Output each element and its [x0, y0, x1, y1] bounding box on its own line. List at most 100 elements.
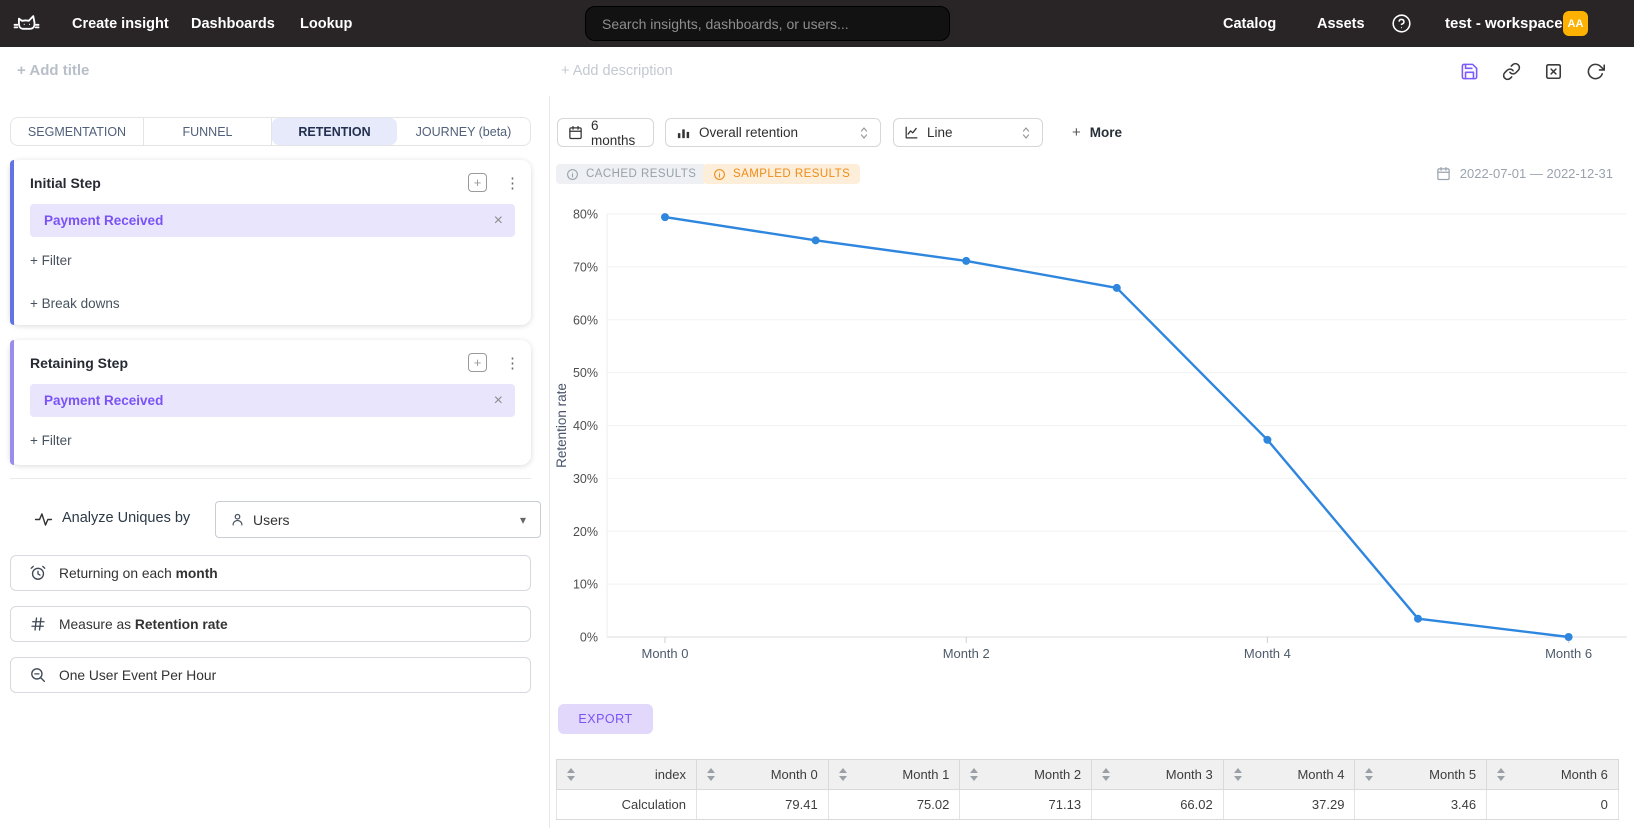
svg-text:60%: 60% [573, 313, 598, 327]
column-header[interactable]: Month 1 [902, 767, 950, 782]
calendar-icon [1436, 166, 1451, 181]
svg-text:30%: 30% [573, 472, 598, 486]
initial-step-card: Initial Step + ⋮ Payment Received × + Fi… [10, 160, 531, 325]
data-point[interactable] [1414, 614, 1422, 623]
event-chip-label: Payment Received [44, 393, 164, 408]
analyze-entity-value: Users [253, 511, 290, 528]
nav-dashboards[interactable]: Dashboards [191, 15, 275, 32]
option-bold-value: month [175, 565, 218, 581]
select-stepper-icon [858, 125, 870, 141]
retention-series-line [663, 215, 1570, 639]
column-header[interactable]: Month 6 [1560, 767, 1608, 782]
sort-icon[interactable] [1233, 768, 1242, 781]
add-breakdowns-link[interactable]: + Break downs [30, 296, 120, 311]
kebab-menu-icon[interactable]: ⋮ [505, 174, 520, 192]
add-title-button[interactable]: + Add title [17, 62, 90, 79]
more-button[interactable]: + More [1072, 118, 1122, 147]
analyze-uniques-label: Analyze Uniques by [62, 510, 191, 526]
tab-funnel[interactable]: FUNNEL [144, 118, 272, 145]
nav-create-insight[interactable]: Create insight [72, 15, 169, 32]
retaining-step-card: Retaining Step + ⋮ Payment Received × + … [10, 340, 531, 465]
add-event-button[interactable]: + [468, 173, 487, 192]
returning-period-option[interactable]: Returning on each month [10, 555, 531, 591]
tab-segmentation[interactable]: SEGMENTATION [11, 118, 144, 145]
insight-header: + Add title + Add description [0, 47, 1634, 96]
event-chip[interactable]: Payment Received × [30, 384, 515, 417]
metric-select[interactable]: Overall retention [665, 118, 881, 147]
line-chart-icon [904, 125, 919, 140]
column-header[interactable]: Month 3 [1165, 767, 1213, 782]
chart-type-select[interactable]: Line [893, 118, 1043, 147]
svg-text:10%: 10% [573, 578, 598, 592]
chart-type-value: Line [927, 125, 953, 140]
sort-icon[interactable] [567, 768, 575, 781]
clear-icon[interactable] [1544, 62, 1563, 81]
event-chip-label: Payment Received [44, 213, 164, 228]
analyze-entity-select[interactable]: Users ▾ [215, 501, 541, 538]
top-navbar: Create insight Dashboards Lookup Catalog… [0, 0, 1634, 47]
data-point[interactable] [1112, 283, 1121, 292]
plus-icon: + [1072, 124, 1081, 141]
sort-icon[interactable] [707, 768, 715, 781]
column-header[interactable]: Month 0 [770, 767, 818, 782]
global-search[interactable] [585, 6, 950, 41]
svg-text:Month 6: Month 6 [1545, 646, 1592, 661]
refresh-icon[interactable] [1586, 62, 1605, 81]
add-event-button[interactable]: + [468, 353, 487, 372]
add-filter-link[interactable]: + Filter [30, 253, 72, 268]
cell-value: 79.41 [696, 789, 829, 820]
column-header[interactable]: index [654, 767, 686, 782]
column-header[interactable]: Month 5 [1429, 767, 1477, 782]
cell-value: 66.02 [1091, 789, 1224, 820]
measure-as-option[interactable]: Measure as Retention rate [10, 606, 531, 642]
sampled-results-label: SAMPLED RESULTS [733, 168, 851, 180]
nav-catalog[interactable]: Catalog [1223, 15, 1277, 32]
nav-assets[interactable]: Assets [1317, 15, 1365, 32]
add-description-button[interactable]: + Add description [561, 63, 673, 79]
date-range: 2022-07-01 — 2022-12-31 [1436, 166, 1613, 181]
sort-icon[interactable] [1365, 768, 1374, 781]
data-point[interactable] [661, 213, 669, 222]
dedupe-option[interactable]: One User Event Per Hour [10, 657, 531, 693]
search-input[interactable] [602, 15, 933, 32]
column-header[interactable]: Month 4 [1297, 767, 1345, 782]
config-panel: SEGMENTATION FUNNEL RETENTION JOURNEY (b… [10, 96, 541, 828]
user-icon [230, 512, 245, 527]
export-button[interactable]: EXPORT [558, 704, 653, 734]
data-point[interactable] [1564, 633, 1573, 641]
sort-icon[interactable] [1497, 768, 1506, 781]
kebab-menu-icon[interactable]: ⋮ [505, 354, 520, 372]
event-chip[interactable]: Payment Received × [30, 204, 515, 237]
option-bold-value: Retention rate [134, 616, 228, 632]
column-header[interactable]: Month 2 [1034, 767, 1082, 782]
workspace-name[interactable]: test - workspace [1445, 15, 1563, 32]
svg-text:Month 2: Month 2 [943, 646, 990, 661]
sort-icon[interactable] [970, 768, 979, 781]
copy-link-icon[interactable] [1502, 62, 1521, 81]
sort-icon[interactable] [1102, 768, 1111, 781]
tab-retention[interactable]: RETENTION [272, 118, 397, 145]
cell-index: Calculation [556, 789, 697, 820]
data-point[interactable] [962, 256, 971, 265]
app-logo-cat-icon[interactable] [12, 10, 42, 36]
table-row: Calculation 79.41 75.02 71.13 66.02 37.2… [556, 789, 1619, 820]
chip-close-icon[interactable]: × [493, 391, 503, 409]
add-filter-link[interactable]: + Filter [30, 433, 72, 448]
hash-icon [29, 615, 47, 633]
tab-journey[interactable]: JOURNEY (beta) [415, 124, 512, 139]
data-point[interactable] [811, 236, 820, 245]
nav-lookup[interactable]: Lookup [300, 15, 353, 32]
card-accent [10, 340, 14, 465]
period-button[interactable]: 6 months [557, 118, 654, 148]
user-avatar[interactable]: AA [1563, 11, 1588, 36]
data-point[interactable] [1263, 435, 1272, 444]
zoom-out-icon [29, 666, 47, 684]
alarm-clock-icon [29, 564, 47, 582]
save-icon[interactable] [1460, 62, 1479, 81]
chip-close-icon[interactable]: × [493, 211, 503, 229]
help-icon[interactable] [1391, 13, 1412, 34]
divider [10, 478, 531, 479]
option-text: Measure as [59, 616, 135, 632]
sort-icon[interactable] [838, 768, 847, 781]
svg-text:Month 0: Month 0 [642, 646, 689, 661]
